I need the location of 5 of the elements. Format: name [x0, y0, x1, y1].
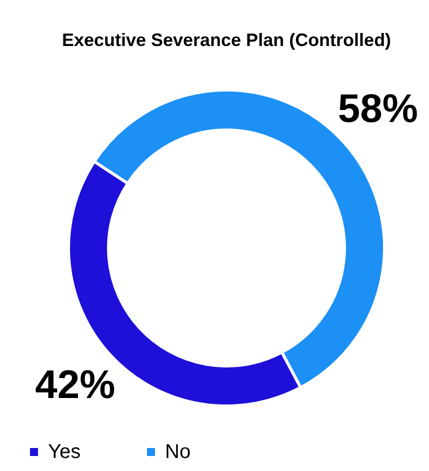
legend-label: Yes [48, 441, 81, 463]
data-label: 58% [338, 86, 418, 131]
chart-title: Executive Severance Plan (Controlled) [62, 30, 392, 50]
data-label: 42% [35, 363, 116, 408]
legend-label: No [165, 441, 191, 463]
